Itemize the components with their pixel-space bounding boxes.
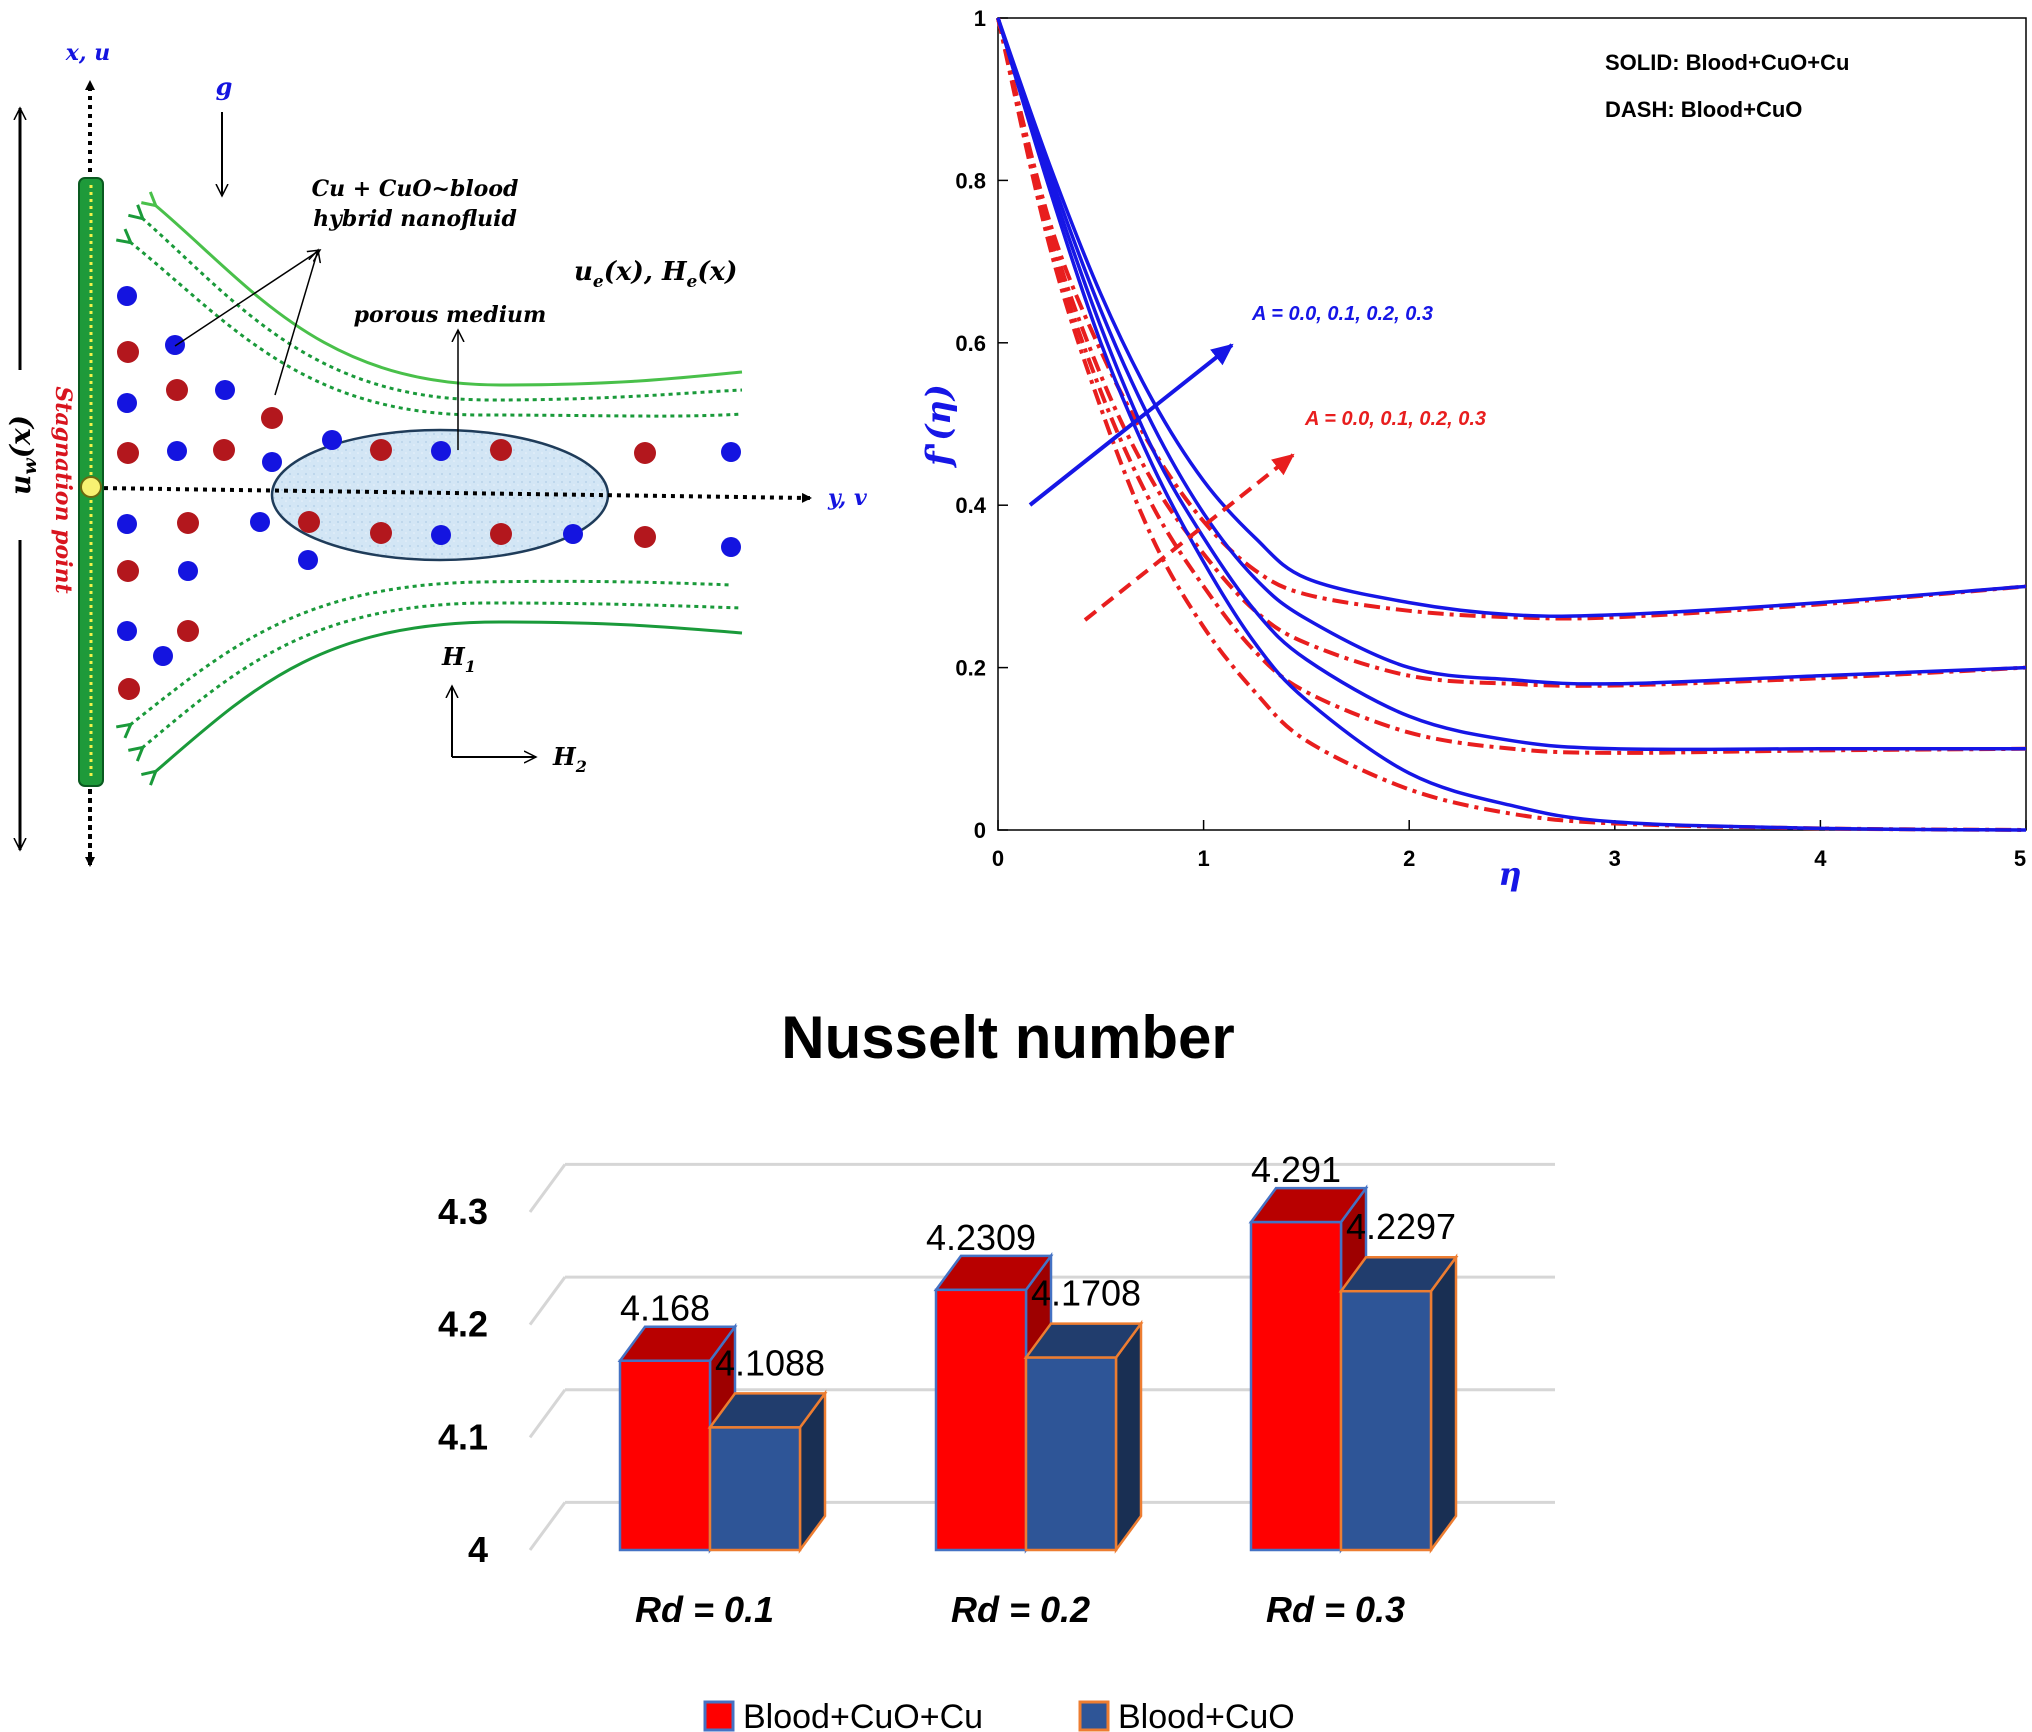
field-h2-label: H2 <box>552 742 587 776</box>
y-tick-label: 0.6 <box>955 331 986 356</box>
velocity-plot-frame <box>997 17 2027 831</box>
x-axis-label: x, u <box>65 40 110 66</box>
y-tick-label: 1 <box>974 6 986 31</box>
bar-data-label: 4.168 <box>620 1288 710 1329</box>
y-axis-line <box>94 486 812 503</box>
stagnation-point-marker <box>80 476 102 498</box>
streamline-lower-dot2 <box>130 579 733 725</box>
trend-arrow-red <box>1083 453 1295 622</box>
legend-swatch <box>1078 1700 1110 1732</box>
bar-legend: Blood+CuO+Cu Blood+CuO <box>703 1698 1295 1732</box>
series-line-blood-cuo <box>996 17 2027 688</box>
y-axis-label: y, v <box>827 485 867 511</box>
bar-category-label: Rd = 0.1 <box>635 1589 774 1630</box>
free-stream-label: ue(x), He(x) <box>574 257 737 292</box>
bar-side <box>1114 1319 1143 1554</box>
legend-swatch <box>703 1700 735 1732</box>
legend-label: Blood+CuO <box>1118 1698 1295 1732</box>
velocity-xlabel: η <box>1498 855 1521 893</box>
trend-arrow-blue <box>1028 343 1234 507</box>
velocity-ticks: 0 1 2 3 4 5 0 0.2 0.4 0.6 0.8 1 <box>955 6 2027 871</box>
bar-y-tick-label: 4 <box>468 1529 488 1570</box>
velocity-curves <box>996 17 2027 832</box>
y-tick-label: 0 <box>974 818 986 843</box>
bar-front <box>1249 1220 1343 1552</box>
grid-line-depth <box>528 1388 567 1439</box>
series-line-blood-cuo <box>996 17 2027 621</box>
bar-front <box>934 1288 1028 1552</box>
legend-label: Blood+CuO+Cu <box>743 1698 983 1732</box>
streamline-lower-solid <box>155 620 743 772</box>
velocity-legend-dash: DASH: Blood+CuO <box>1605 97 1802 122</box>
x-tick-label: 2 <box>1403 846 1415 871</box>
velocity-ylabel: f'(η) <box>919 384 959 468</box>
bar-data-label: 4.2309 <box>926 1217 1036 1258</box>
bar-data-label: 4.1708 <box>1031 1273 1141 1314</box>
x-tick-label: 0 <box>992 846 1004 871</box>
x-tick-label: 3 <box>1609 846 1621 871</box>
porous-label: porous medium <box>354 302 547 328</box>
fluid-label-line2: hybrid nanofluid <box>313 206 517 232</box>
y-tick-label: 0.2 <box>955 656 986 681</box>
flow-schematic: uw(x) x, u Stagnation point g y, v <box>4 40 867 867</box>
streamline-upper-dot1 <box>142 218 743 402</box>
bar-y-tick-label: 4.2 <box>438 1304 488 1345</box>
annotation-blue: A = 0.0, 0.1, 0.2, 0.3 <box>1251 303 1433 325</box>
bar-side <box>1429 1253 1458 1554</box>
bar-categories: Rd = 0.1 Rd = 0.2 Rd = 0.3 <box>635 1589 1405 1630</box>
gravity-label: g <box>216 72 233 101</box>
field-h1-label: H1 <box>441 642 476 676</box>
velocity-legend-solid: SOLID: Blood+CuO+Cu <box>1605 50 1849 75</box>
series-line-blood-cuo-cu <box>996 17 2027 619</box>
wall-velocity-label: uw(x) <box>4 415 41 495</box>
bar-category-label: Rd = 0.2 <box>951 1589 1090 1630</box>
x-tick-label: 1 <box>1197 846 1209 871</box>
series-line-blood-cuo-cu <box>996 17 2027 686</box>
x-tick-label: 4 <box>1814 846 1827 871</box>
bar-front <box>1339 1289 1433 1552</box>
bar-y-tick-label: 4.1 <box>438 1416 488 1457</box>
bar-y-tick-label: 4.3 <box>438 1191 488 1232</box>
series-line-blood-cuo-cu <box>996 17 2026 752</box>
y-tick-label: 0.8 <box>955 168 986 193</box>
grid-line-depth <box>528 1501 567 1551</box>
streamline-lower-dot1 <box>142 601 743 748</box>
bar-data-label: 4.2297 <box>1346 1206 1456 1247</box>
series-line-blood-cuo <box>996 17 2027 832</box>
fluid-label-line1: Cu + CuO~blood <box>312 176 519 202</box>
grid-line-depth <box>528 1163 567 1213</box>
bar-data-label: 4.291 <box>1251 1149 1341 1190</box>
series-line-blood-cuo <box>996 17 2027 755</box>
stagnation-label: Stagnation point <box>50 386 76 593</box>
velocity-profile-chart: 0 1 2 3 4 5 0 0.2 0.4 0.6 0.8 1 f'(η) η SOLID: Bloo… <box>919 6 2027 893</box>
streamline-upper-dot2 <box>130 242 743 418</box>
bar-front <box>708 1426 802 1552</box>
series-line-blood-cuo-cu <box>996 17 2027 832</box>
bar-data-label: 4.1088 <box>715 1342 825 1383</box>
annotation-red: A = 0.0, 0.1, 0.2, 0.3 <box>1304 408 1486 430</box>
grid-line-depth <box>528 1276 567 1326</box>
bar-front <box>618 1359 712 1552</box>
bar-chart-title: Nusselt number <box>781 1004 1234 1071</box>
x-tick-label: 5 <box>2014 846 2026 871</box>
streamline-upper-solid <box>155 205 743 387</box>
bar-category-label: Rd = 0.3 <box>1266 1589 1405 1630</box>
bar-front <box>1024 1356 1118 1552</box>
bar-y-ticks: 4 4.1 4.2 4.3 <box>438 1191 488 1570</box>
y-tick-label: 0.4 <box>955 493 986 518</box>
nanoparticles <box>117 286 741 700</box>
